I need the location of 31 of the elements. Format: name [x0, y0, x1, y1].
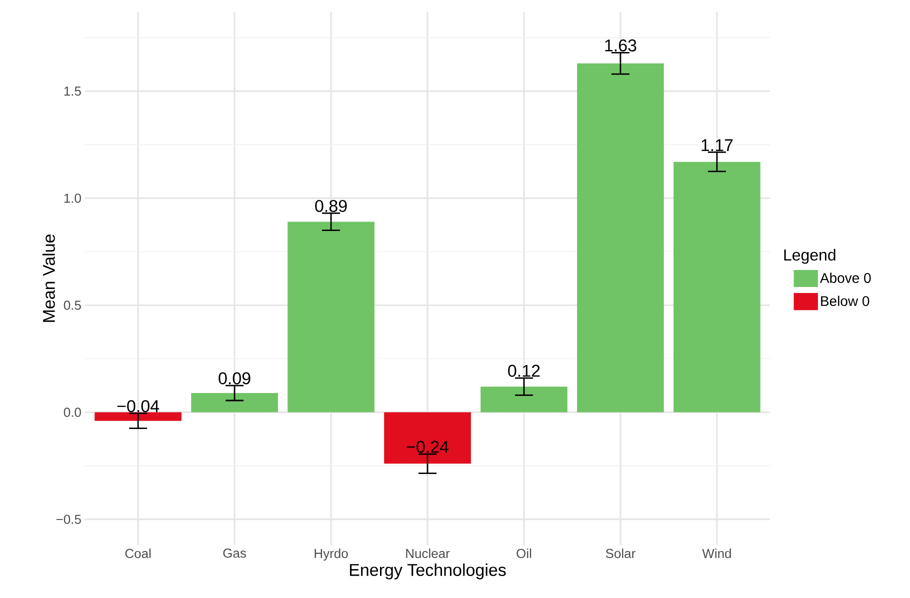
x-tick-label: Coal — [125, 548, 151, 558]
x-tick-label: Nuclear — [406, 548, 450, 558]
data-label: −0.24 — [406, 440, 449, 453]
x-tick-label: Hyrdo — [314, 548, 348, 561]
y-axis-title: Mean Value — [42, 234, 55, 322]
bar — [674, 162, 760, 412]
y-tick-label: −0.5 — [56, 514, 81, 524]
bar — [577, 63, 664, 412]
bar — [191, 393, 278, 412]
legend-label: Above 0 — [820, 272, 871, 283]
bar — [288, 222, 374, 412]
data-label: 1.63 — [605, 39, 636, 52]
bar — [480, 386, 568, 412]
data-label: 0.89 — [315, 200, 347, 212]
bar — [384, 412, 471, 464]
data-label: 1.17 — [702, 139, 733, 152]
data-label: −0.04 — [117, 400, 160, 412]
y-tick-label: 0.0 — [64, 408, 81, 417]
x-tick-label: Gas — [223, 548, 246, 558]
legend-title: Legend — [784, 248, 836, 264]
x-tick-label: Wind — [702, 548, 731, 558]
x-tick-label: Solar — [606, 548, 636, 558]
data-label: 0.12 — [508, 364, 540, 377]
bar — [94, 412, 182, 421]
y-tick-label: 0.5 — [64, 300, 81, 310]
y-tick-label: 1.5 — [64, 86, 81, 96]
legend-label: Below 0 — [821, 296, 870, 306]
y-tick-label: 1.0 — [64, 194, 81, 203]
data-label: 0.09 — [218, 372, 250, 384]
x-axis-title: Energy Technologies — [350, 564, 506, 580]
x-tick-label: Oil — [516, 548, 532, 558]
